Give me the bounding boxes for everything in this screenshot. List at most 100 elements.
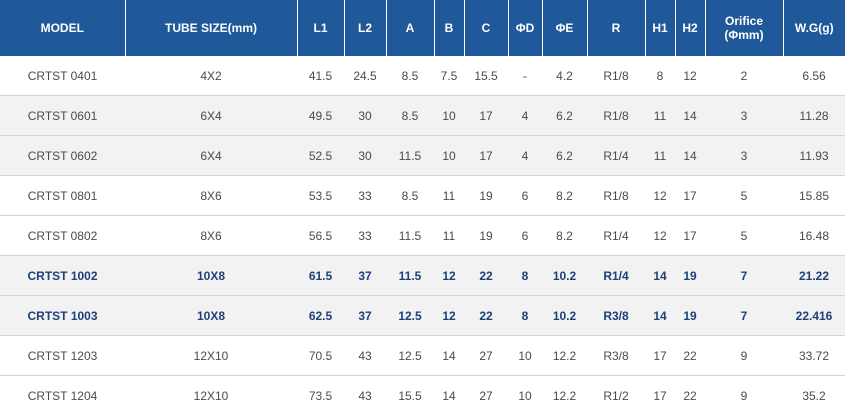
table-cell: 24.5 [344,56,386,96]
table-cell: 12 [645,215,675,256]
table-row: CRTST 0602 6X4 52.5 30 11.5 10 17 4 6.2 R1/4 11 14 3… [0,135,845,176]
table-cell: 4 [508,95,542,136]
table-cell: 8.2 [542,175,587,216]
table-cell: 19 [675,255,705,296]
header-a: A [386,0,435,56]
table-cell: - [508,56,542,96]
table-cell: 10 [518,389,532,403]
table-cell: 14 [645,255,675,296]
table-cell: R3/8 [587,335,645,376]
table-cell: 21.22 [783,255,845,296]
table-cell: 22.416 [783,295,845,336]
table-cell: 33.72 [783,335,845,376]
table-cell: R1/4 [587,135,645,176]
table-cell: 8.5 [386,95,434,136]
table-cell: 6X4 [125,135,297,176]
table-cell: 27 [464,335,508,376]
table-cell: 8X6 [125,215,297,256]
table-cell: R1/4 [587,215,645,256]
table-cell: 4 [508,135,542,176]
table-cell: 4X2 [125,56,297,96]
table-cell: 19 [675,295,705,336]
table-cell: 11.5 [386,135,434,176]
table-cell: 8.5 [386,175,434,216]
table-row: CRTST 0802 8X6 56.5 33 11.5 11 19 6 8.2 R1/4 12 17 5… [0,215,845,256]
header-model: MODEL [0,0,126,56]
table-cell: 14 [434,335,464,376]
table-cell: 15.85 [783,175,845,216]
header-phi-e: ΦE [542,0,588,56]
table-cell: 4.2 [542,56,587,96]
table-cell: 8 [645,56,675,96]
table-cell: 17 [645,335,675,376]
table-cell: 3 [705,95,783,136]
table-cell: 19 [464,175,508,216]
table-cell: 7.5 [434,56,464,96]
table-cell: 11 [645,135,675,176]
table-cell: 15.5 [398,389,422,403]
table-cell: 33 [344,215,386,256]
table-cell: 11.5 [386,255,434,296]
table-cell: 22 [683,389,697,403]
model-cell: CRTST 1204 [27,389,98,403]
table-cell: 6X4 [125,95,297,136]
table-body: CRTST 0401 4X2 41.5 24.5 8.5 7.5 15.5-4.2 R1/8 8… [0,56,845,416]
table-cell: 73.5 [308,389,333,403]
table-cell: 61.5 [297,255,344,296]
table-cell: 11 [434,175,464,216]
model-cell: CRTST 0802 [0,215,125,256]
table-row: CRTST 1003 10X8 62.5 37 12.5 12 22 8 10.2 R3/8 14 1… [0,295,845,336]
table-cell: 11.5 [386,215,434,256]
table-cell: 52.5 [297,135,344,176]
table-cell: 17 [653,389,667,403]
table-cell: 17 [675,215,705,256]
model-cell: CRTST 1203 [0,335,125,376]
table-cell: 10 [508,335,542,376]
table-cell: 14 [645,295,675,336]
header-orifice: Orifice (Φmm) [705,0,784,56]
table-cell: R1/8 [587,175,645,216]
header-h2: H2 [675,0,706,56]
table-cell: 19 [464,215,508,256]
table-cell: 8 [508,295,542,336]
table-cell: 12 [434,295,464,336]
table-cell: 22 [464,255,508,296]
table-cell: 12X10 [125,335,297,376]
table-cell: 11.93 [783,135,845,176]
table-cell: 8X6 [125,175,297,216]
table-cell: 12.2 [552,389,577,403]
table-cell: 43 [344,335,386,376]
table-cell: 30 [344,95,386,136]
header-r: R [587,0,646,56]
table-cell: 3 [705,135,783,176]
table-cell: 37 [344,255,386,296]
table-row: CRTST 1204 12X10 73.5 43 15.5 14 27 10 12.2 R1/2 1… [0,376,845,416]
header-h1: H1 [645,0,676,56]
model-cell: CRTST 0801 [0,175,125,216]
table-cell: 14 [675,135,705,176]
table-cell: 12.5 [386,295,434,336]
table-cell: 5 [705,175,783,216]
table-cell: 22 [464,295,508,336]
table-cell: 9 [705,335,783,376]
table-cell: 12.2 [542,335,587,376]
table-cell: 6.56 [783,56,845,96]
header-row: MODEL TUBE SIZE(mm) L1 L2 A B C ΦD ΦE R H1 H2 Orific… [0,0,845,56]
table-cell: 6.2 [542,135,587,176]
model-cell: CRTST 1002 [0,255,125,296]
table-cell: 12X10 [193,389,229,403]
table-cell: 8 [508,255,542,296]
table-cell: 10 [434,95,464,136]
table-cell: 43 [358,389,372,403]
table-cell: 49.5 [297,95,344,136]
table-cell: 5 [705,215,783,256]
table-cell: 2 [705,56,783,96]
table-cell: 16.48 [783,215,845,256]
table-cell: 12.5 [386,335,434,376]
model-cell: CRTST 0401 [0,56,125,96]
table-cell: 6 [508,215,542,256]
table-cell: 17 [675,175,705,216]
table-cell: R1/8 [587,95,645,136]
model-cell: CRTST 0602 [0,135,125,176]
